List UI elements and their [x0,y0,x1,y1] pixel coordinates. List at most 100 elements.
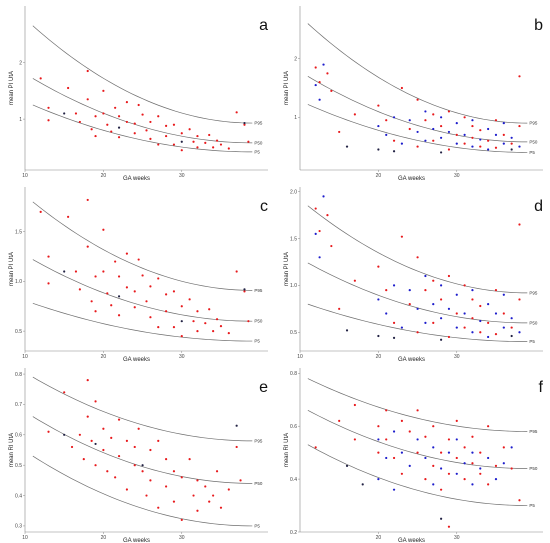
data-point-blue [447,130,451,134]
data-point-red [90,300,93,303]
data-point-blue [377,124,380,128]
data-point-blue [463,133,466,136]
data-point-red [385,119,388,122]
data-point-red [471,462,474,465]
curve-p95 [32,201,253,291]
curve-label-p5: P5 [529,503,535,508]
data-point-dark [141,464,144,467]
panel-f: 20 30 0.2 0.4 0.6 0.8 GA weeks mean RI UtA P95 P5… [275,362,550,543]
data-point-red [133,132,136,135]
curve-p50 [307,262,528,324]
data-point-red [137,258,140,261]
data-point-red [180,334,183,338]
data-point-red [215,139,219,142]
data-point-dark [180,320,183,323]
data-point-blue [400,326,403,329]
x-tick-label: 30 [454,173,460,179]
data-point-red [487,139,490,142]
data-point-blue [463,312,466,315]
data-point-red [157,115,160,118]
data-point-red [204,485,207,488]
data-point-red [145,494,148,497]
data-point-red [125,252,128,255]
curve-p50 [32,416,253,484]
data-point-red [157,439,160,442]
data-point-dark [180,140,183,143]
y-axis-label: mean PI UtA [9,252,15,286]
data-point-red [215,318,219,321]
curve-p50 [307,75,528,143]
data-point-blue [322,195,325,198]
curve-label-p50: P50 [254,481,263,486]
data-point-blue [377,298,380,301]
data-point-red [487,321,490,324]
data-point-blue [471,331,474,334]
y-tick-label: 0.4 [290,477,297,483]
data-point-red [392,456,396,460]
data-point-dark [361,483,364,486]
y-tick-label: 0.8 [15,372,22,378]
curve-label-p5: P5 [529,339,535,344]
data-point-blue [455,142,458,145]
data-point-red [471,435,474,438]
data-point-red [502,312,505,315]
data-point-red [188,458,191,461]
data-point-red [479,145,482,148]
data-point-red [196,146,199,149]
panel-letter: f [539,379,544,396]
data-point-red [94,310,97,313]
data-point-red [392,139,396,142]
data-point-red [353,403,356,407]
data-point-dark [345,464,349,467]
data-point-blue [432,446,435,449]
data-point-red [326,214,329,217]
data-point-red [196,509,199,512]
data-point-red [67,86,70,90]
data-point-red [117,454,121,458]
data-point-blue [502,122,505,125]
data-point-blue [377,478,380,481]
data-point-dark [243,121,246,125]
data-point-red [157,143,160,146]
data-point-red [110,436,113,439]
curve-p95 [32,376,253,442]
data-point-red [141,113,144,116]
data-point-red [208,133,211,137]
x-tick-label: 10 [22,535,28,541]
data-point-red [145,129,148,132]
data-point-red [110,304,113,307]
data-point-red [39,77,42,80]
data-point-red [212,494,215,497]
data-point-blue [471,288,474,292]
data-point-red [192,494,195,497]
data-point-red [165,134,168,138]
x-tick-label: 30 [179,535,185,541]
data-point-blue [416,130,419,134]
data-point-red [314,446,317,449]
data-point-red [47,119,50,122]
data-point-blue [424,321,427,324]
data-point-red [510,467,513,470]
data-point-blue [502,326,505,329]
data-point-dark [63,112,66,115]
data-point-red [494,333,498,336]
data-point-blue [471,119,474,122]
data-point-red [432,113,435,116]
data-point-red [180,476,183,479]
data-point-blue [408,119,411,122]
data-point-red [447,472,451,475]
x-tick-label: 10 [22,173,28,179]
data-point-red [117,136,121,139]
data-point-blue [400,142,403,145]
data-point-red [479,129,482,132]
x-tick-label: 30 [454,535,460,541]
data-point-blue [440,136,443,139]
x-tick-label: 20 [101,535,107,541]
data-point-red [86,379,89,382]
data-point-red [502,133,505,136]
data-point-red [145,300,148,303]
x-axis-label: GA weeks [123,176,150,181]
data-point-red [86,198,89,202]
data-point-red [63,391,66,394]
x-tick-label: 20 [376,535,382,541]
